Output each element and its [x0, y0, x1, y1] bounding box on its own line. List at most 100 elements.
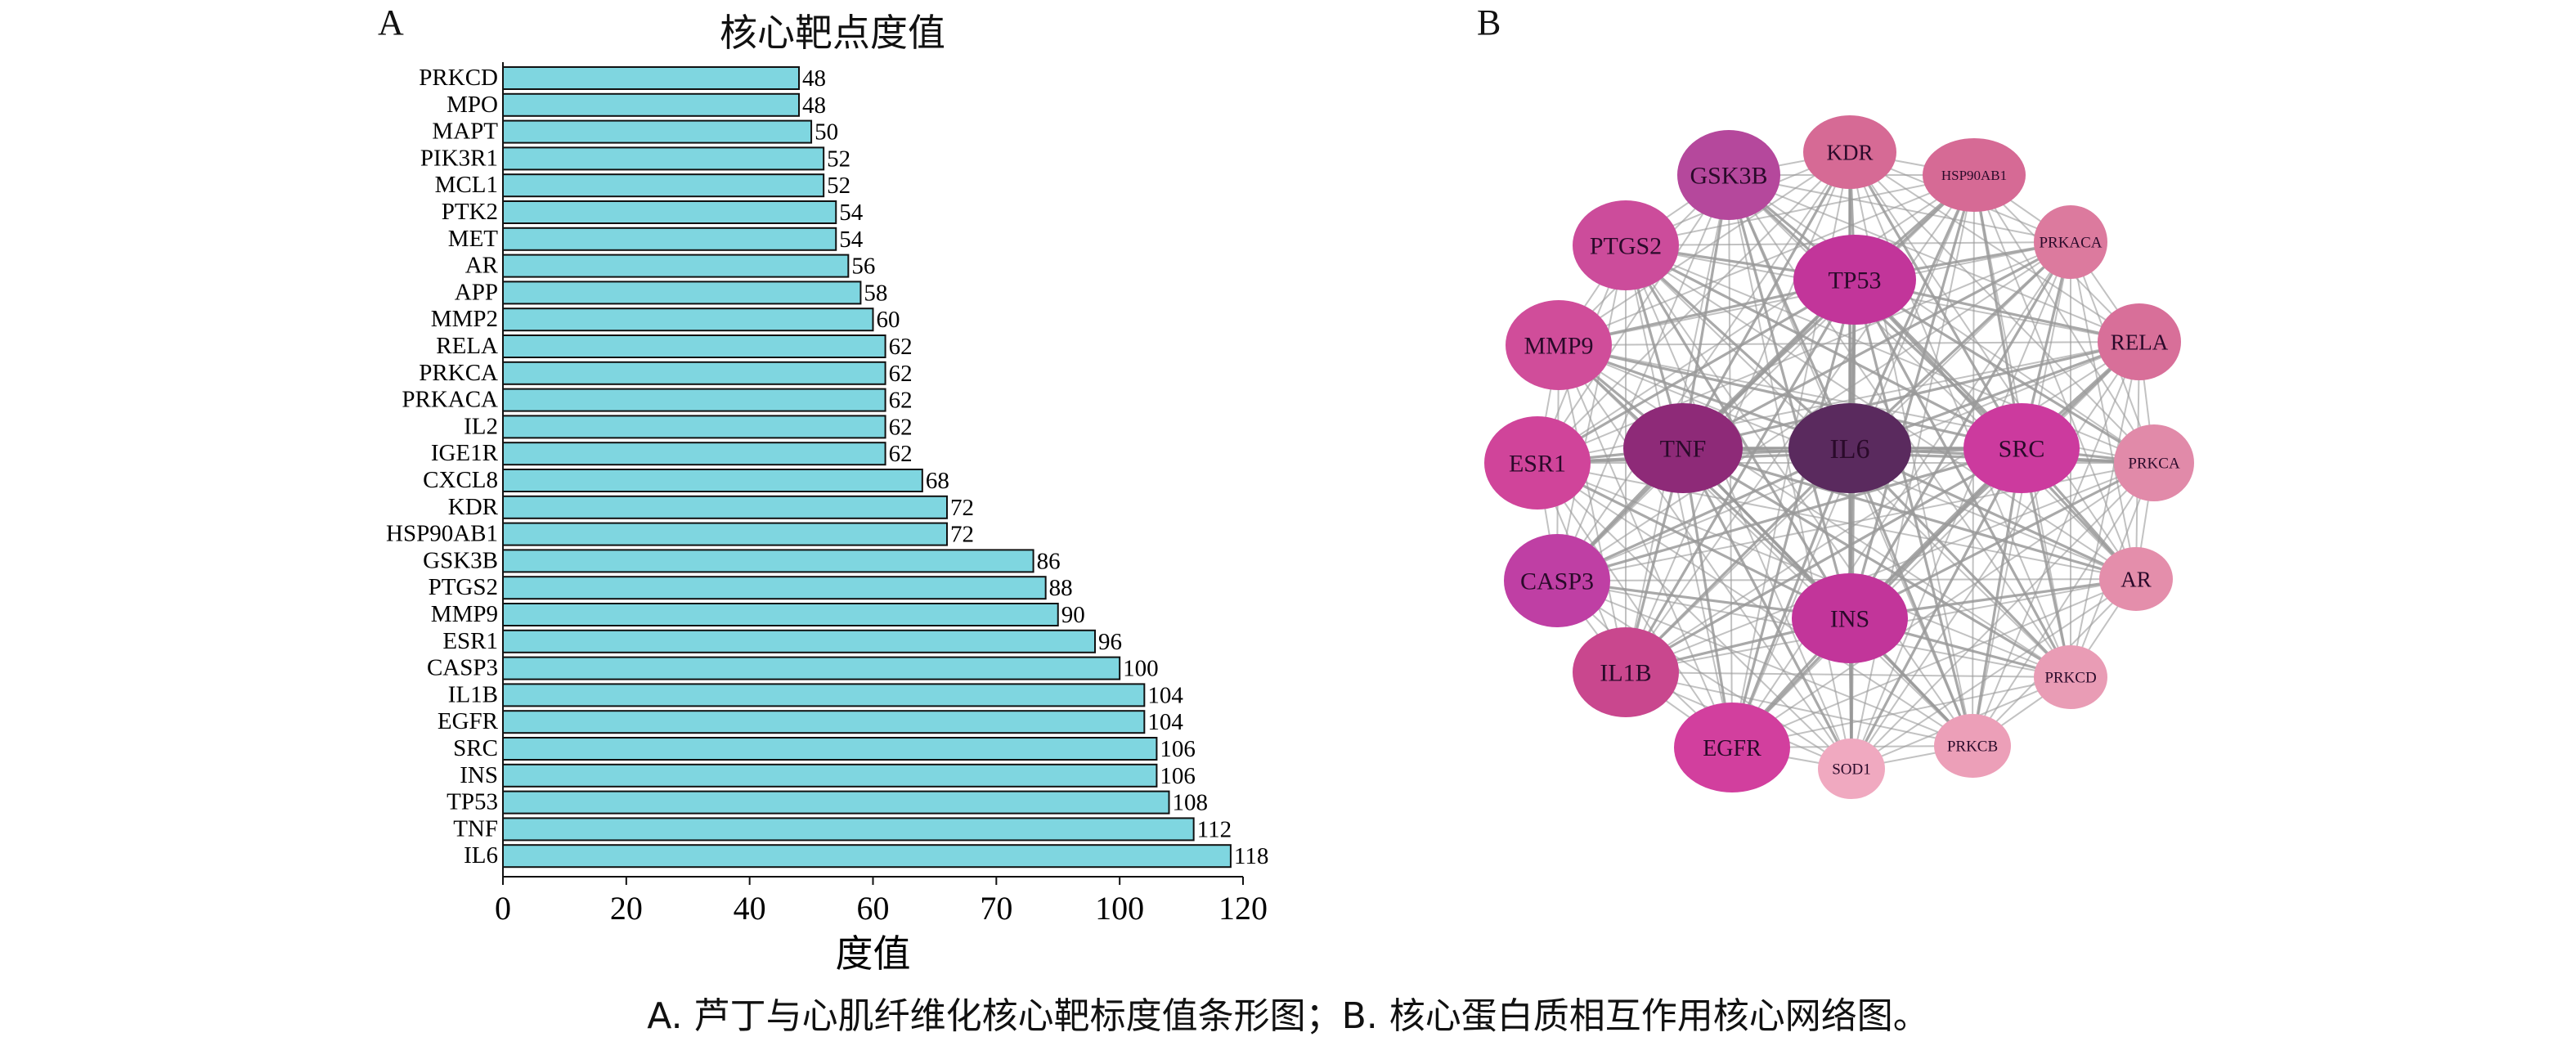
bar-CASP3	[502, 656, 1121, 680]
bar-MMP2	[502, 308, 874, 332]
bar-PRKCD	[502, 66, 800, 90]
edge	[1728, 174, 2071, 243]
category-label: CXCL8	[423, 467, 498, 493]
category-label: MAPT	[432, 119, 498, 145]
category-label: EGFR	[438, 708, 499, 734]
edge	[1731, 676, 2071, 748]
node-gsk3b	[1677, 130, 1780, 220]
edge	[1848, 151, 2023, 449]
category-label: RELA	[436, 333, 498, 359]
value-label: 50	[815, 119, 838, 146]
value-label: 72	[950, 495, 974, 521]
chart-title: 核心靶点度值	[720, 11, 945, 55]
edge	[1625, 245, 1973, 747]
edge	[1558, 174, 1975, 346]
bar-MMP9	[502, 603, 1059, 626]
edge	[1972, 341, 2140, 747]
bar-EGFR	[502, 710, 1146, 734]
edge	[1730, 447, 1851, 748]
node-label: EGFR	[1703, 736, 1761, 761]
node-label: MMP9	[1524, 333, 1593, 360]
edge	[1537, 462, 1973, 747]
value-label: 106	[1160, 763, 1196, 789]
node-kdr	[1803, 115, 1896, 189]
edge	[1682, 240, 2071, 450]
x-tick-label: 0	[495, 890, 511, 927]
edge	[1625, 671, 2071, 678]
edge	[1681, 447, 1734, 748]
value-label: 62	[889, 361, 913, 387]
edge	[1728, 174, 2137, 580]
panel-b-letter: B	[1477, 2, 1501, 43]
bar-MET	[502, 227, 837, 251]
category-label: MMP9	[431, 601, 498, 627]
edge	[1537, 278, 1856, 465]
value-label: 62	[889, 441, 913, 467]
node-label: PRKACA	[2039, 235, 2102, 252]
edge	[1853, 279, 2072, 678]
edge	[1848, 241, 2072, 619]
value-label: 48	[802, 65, 826, 92]
category-label: IL6	[464, 842, 498, 869]
node-label: RELA	[2111, 330, 2169, 354]
node-label: IL1B	[1600, 660, 1651, 687]
category-label: PRKACA	[402, 387, 498, 413]
bar-GSK3B	[502, 549, 1034, 573]
node-label: ESR1	[1509, 451, 1566, 478]
edge	[1728, 174, 2140, 343]
value-label: 106	[1160, 736, 1196, 762]
node-hsp90ab1	[1923, 138, 2026, 212]
edge	[1558, 341, 2140, 346]
value-label: 54	[839, 227, 864, 253]
category-label: PIK3R1	[420, 145, 498, 171]
value-label: 100	[1123, 656, 1159, 682]
value-label: 52	[827, 146, 850, 172]
value-label: 62	[889, 334, 913, 360]
bar-HSP90AB1	[502, 522, 948, 546]
node-label: KDR	[1826, 140, 1873, 164]
node-prkcb	[1934, 714, 2011, 778]
node-prkca	[2114, 424, 2194, 501]
value-label: 62	[889, 414, 913, 440]
category-label: TNF	[453, 815, 498, 842]
bar-RELA	[502, 334, 886, 358]
bar-PTGS2	[502, 576, 1047, 600]
category-label: MMP2	[431, 306, 498, 332]
edge	[1853, 279, 1974, 747]
node-label: TP53	[1828, 267, 1881, 294]
node-tnf	[1623, 403, 1743, 493]
x-tick-label: 120	[1218, 890, 1268, 927]
x-tick-label: 70	[980, 890, 1012, 927]
node-label: GSK3B	[1690, 163, 1767, 190]
bar-AR	[502, 254, 850, 278]
edge	[1556, 245, 1627, 581]
edge	[1728, 174, 2155, 464]
category-label: PTK2	[442, 199, 498, 225]
edge	[1682, 447, 2071, 679]
node-label: PTGS2	[1590, 233, 1662, 260]
edge	[1849, 461, 2155, 620]
edge	[1537, 462, 2137, 580]
node-label: PRKCA	[2128, 456, 2180, 473]
value-label: 72	[950, 522, 974, 548]
value-label: 58	[864, 280, 887, 306]
edge	[1625, 245, 1733, 748]
edge	[2070, 341, 2140, 678]
edge	[1851, 241, 2071, 770]
category-label: ESR1	[442, 628, 498, 654]
edge	[1625, 174, 1975, 246]
category-label: MCL1	[435, 172, 498, 198]
value-label: 96	[1098, 629, 1122, 655]
edge	[1537, 174, 1730, 464]
value-label: 112	[1197, 816, 1232, 842]
value-label: 118	[1234, 843, 1268, 869]
edge	[1851, 174, 1975, 770]
node-ptgs2	[1573, 200, 1679, 290]
edge	[2070, 241, 2137, 580]
edge	[1625, 462, 2155, 673]
bar-ESR1	[502, 629, 1096, 653]
edge	[1731, 578, 2137, 748]
edge	[1728, 174, 1852, 770]
